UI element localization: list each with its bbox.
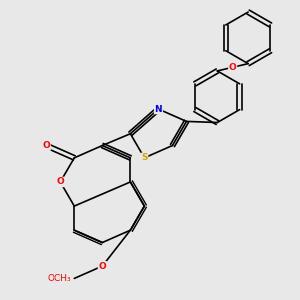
Text: O: O	[98, 262, 106, 271]
Text: O: O	[42, 141, 50, 150]
Text: N: N	[154, 105, 162, 114]
Text: OCH₃: OCH₃	[48, 274, 71, 283]
Text: S: S	[141, 153, 148, 162]
Text: O: O	[229, 63, 237, 72]
Text: O: O	[56, 178, 64, 187]
